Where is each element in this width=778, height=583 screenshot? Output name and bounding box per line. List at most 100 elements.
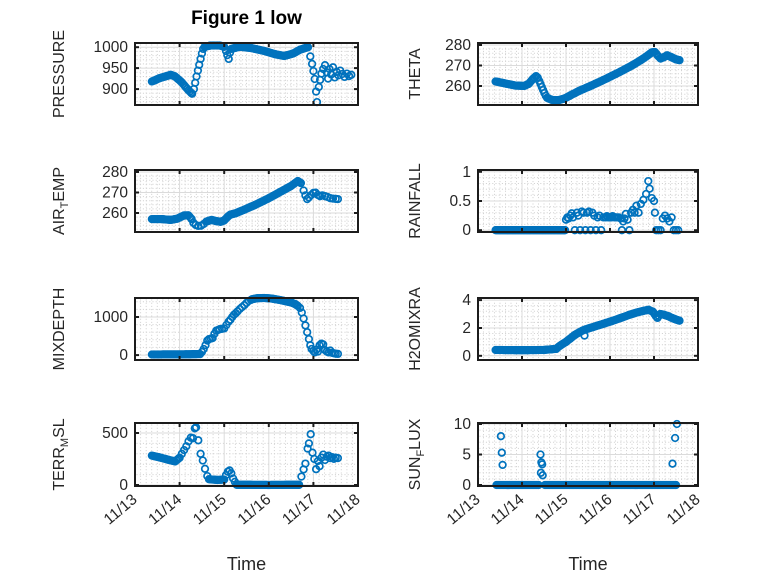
y-tick-label: 260 bbox=[445, 78, 471, 95]
y-tick-label: 280 bbox=[445, 37, 471, 54]
x-tick-label: 11/13 bbox=[101, 491, 141, 528]
y-tick-label: 0 bbox=[462, 348, 471, 365]
data-point bbox=[197, 49, 207, 58]
y-axis-label: PRESSURE bbox=[51, 30, 68, 118]
data-point bbox=[632, 201, 641, 210]
subplot-RAINFALL: 0 0.5 1 RAINFALL bbox=[407, 163, 699, 239]
y-tick-label: 0 bbox=[119, 347, 128, 364]
data-point bbox=[670, 433, 680, 443]
y-axis-label: THETA bbox=[407, 48, 424, 100]
x-tick-label: 11/15 bbox=[532, 491, 572, 528]
data-point bbox=[208, 333, 217, 343]
data-point bbox=[560, 226, 570, 235]
data-point bbox=[649, 196, 659, 206]
data-point bbox=[315, 341, 324, 350]
data-point bbox=[665, 217, 674, 226]
data-point bbox=[347, 70, 356, 79]
y-tick-label: 1000 bbox=[94, 309, 129, 326]
data-point bbox=[294, 480, 304, 489]
x-tick-label: 11/13 bbox=[444, 491, 484, 528]
data-point bbox=[675, 316, 684, 325]
data-point bbox=[200, 464, 210, 473]
y-tick-label: 0 bbox=[119, 477, 128, 494]
data-point bbox=[591, 226, 601, 235]
y-tick-label: 280 bbox=[102, 164, 128, 181]
data-point bbox=[309, 66, 318, 76]
data-point bbox=[497, 448, 506, 457]
data-point bbox=[301, 459, 310, 468]
data-point bbox=[310, 74, 319, 84]
y-axis-label: RAINFALL bbox=[407, 163, 424, 239]
data-point bbox=[333, 194, 343, 204]
y-tick-label: 270 bbox=[102, 185, 128, 202]
y-tick-label: 10 bbox=[454, 416, 472, 433]
data-point bbox=[198, 456, 207, 465]
data-point bbox=[306, 52, 315, 61]
data-point bbox=[570, 226, 579, 235]
data-point bbox=[299, 186, 308, 195]
subplot-MIXDEPTH: 0 1000 MIXDEPTH bbox=[51, 288, 359, 370]
data-point bbox=[293, 301, 302, 311]
x-tick-label: 11/16 bbox=[235, 491, 275, 528]
data-point bbox=[675, 56, 684, 65]
x-axis-label-right: Time bbox=[568, 554, 608, 574]
y-axis-label: SUNFLUX bbox=[407, 418, 427, 490]
data-point bbox=[597, 226, 606, 235]
data-point bbox=[333, 349, 343, 359]
y-tick-label: 950 bbox=[102, 60, 128, 77]
data-point bbox=[650, 208, 660, 217]
data-point bbox=[575, 226, 585, 235]
data-point bbox=[538, 460, 547, 469]
figure-title: Figure 1 low bbox=[191, 8, 302, 29]
data-point bbox=[536, 450, 545, 459]
y-tick-label: 900 bbox=[102, 81, 128, 98]
data-point bbox=[296, 178, 306, 188]
data-point bbox=[667, 213, 676, 222]
subplot-PRESSURE: 900 950 1000 PRESSURE bbox=[51, 30, 359, 118]
y-tick-label: 270 bbox=[445, 58, 471, 75]
y-tick-label: 2 bbox=[462, 320, 471, 337]
data-point bbox=[498, 460, 507, 470]
data-point bbox=[625, 226, 634, 235]
subplot-AIR_TEMP: 260 270 280 AIRTEMP bbox=[51, 164, 359, 235]
y-tick-label: 0.5 bbox=[449, 193, 471, 210]
data-point bbox=[617, 226, 627, 235]
subplot-H2OMIXRA: 0 2 4 H2OMIXRA bbox=[407, 287, 699, 371]
y-tick-label: 0 bbox=[462, 477, 471, 494]
data-point bbox=[668, 459, 677, 468]
x-tick-label: 11/18 bbox=[664, 491, 704, 528]
data-point bbox=[581, 226, 590, 235]
data-point bbox=[644, 176, 653, 186]
data-point bbox=[634, 208, 643, 217]
y-tick-label: 500 bbox=[102, 425, 128, 442]
data-point bbox=[304, 439, 314, 448]
data-point bbox=[317, 69, 326, 78]
x-tick-label: 11/18 bbox=[324, 491, 364, 528]
y-axis-label: TERRMSL bbox=[51, 418, 71, 490]
data-point bbox=[196, 54, 205, 64]
x-tick-label: 11/17 bbox=[620, 491, 660, 528]
y-tick-label: 0 bbox=[462, 222, 471, 239]
x-tick-label: 11/15 bbox=[190, 491, 230, 528]
x-tick-label: 11/16 bbox=[576, 491, 616, 528]
x-axis-label-left: Time bbox=[226, 554, 267, 574]
data-point bbox=[593, 213, 602, 222]
data-point bbox=[303, 444, 312, 453]
data-point bbox=[295, 303, 305, 313]
data-point bbox=[306, 430, 315, 439]
data-point bbox=[315, 462, 324, 471]
subplot-SUN_FLUX: 0 5 10 11/13 11/14 11/15 11/16 11/17 11/18 SUNFLU… bbox=[407, 416, 704, 528]
y-axis-label: AIRTEMP bbox=[51, 167, 71, 235]
data-point bbox=[586, 226, 595, 235]
y-tick-label: 1 bbox=[462, 164, 471, 181]
y-tick-label: 1000 bbox=[94, 39, 129, 56]
data-point bbox=[623, 215, 632, 224]
data-point bbox=[579, 208, 588, 217]
x-tick-label: 11/17 bbox=[279, 491, 319, 528]
data-point bbox=[580, 331, 589, 340]
data-point bbox=[645, 184, 654, 193]
y-axis-label: H2OMIXRA bbox=[407, 287, 424, 371]
data-point bbox=[297, 472, 306, 481]
